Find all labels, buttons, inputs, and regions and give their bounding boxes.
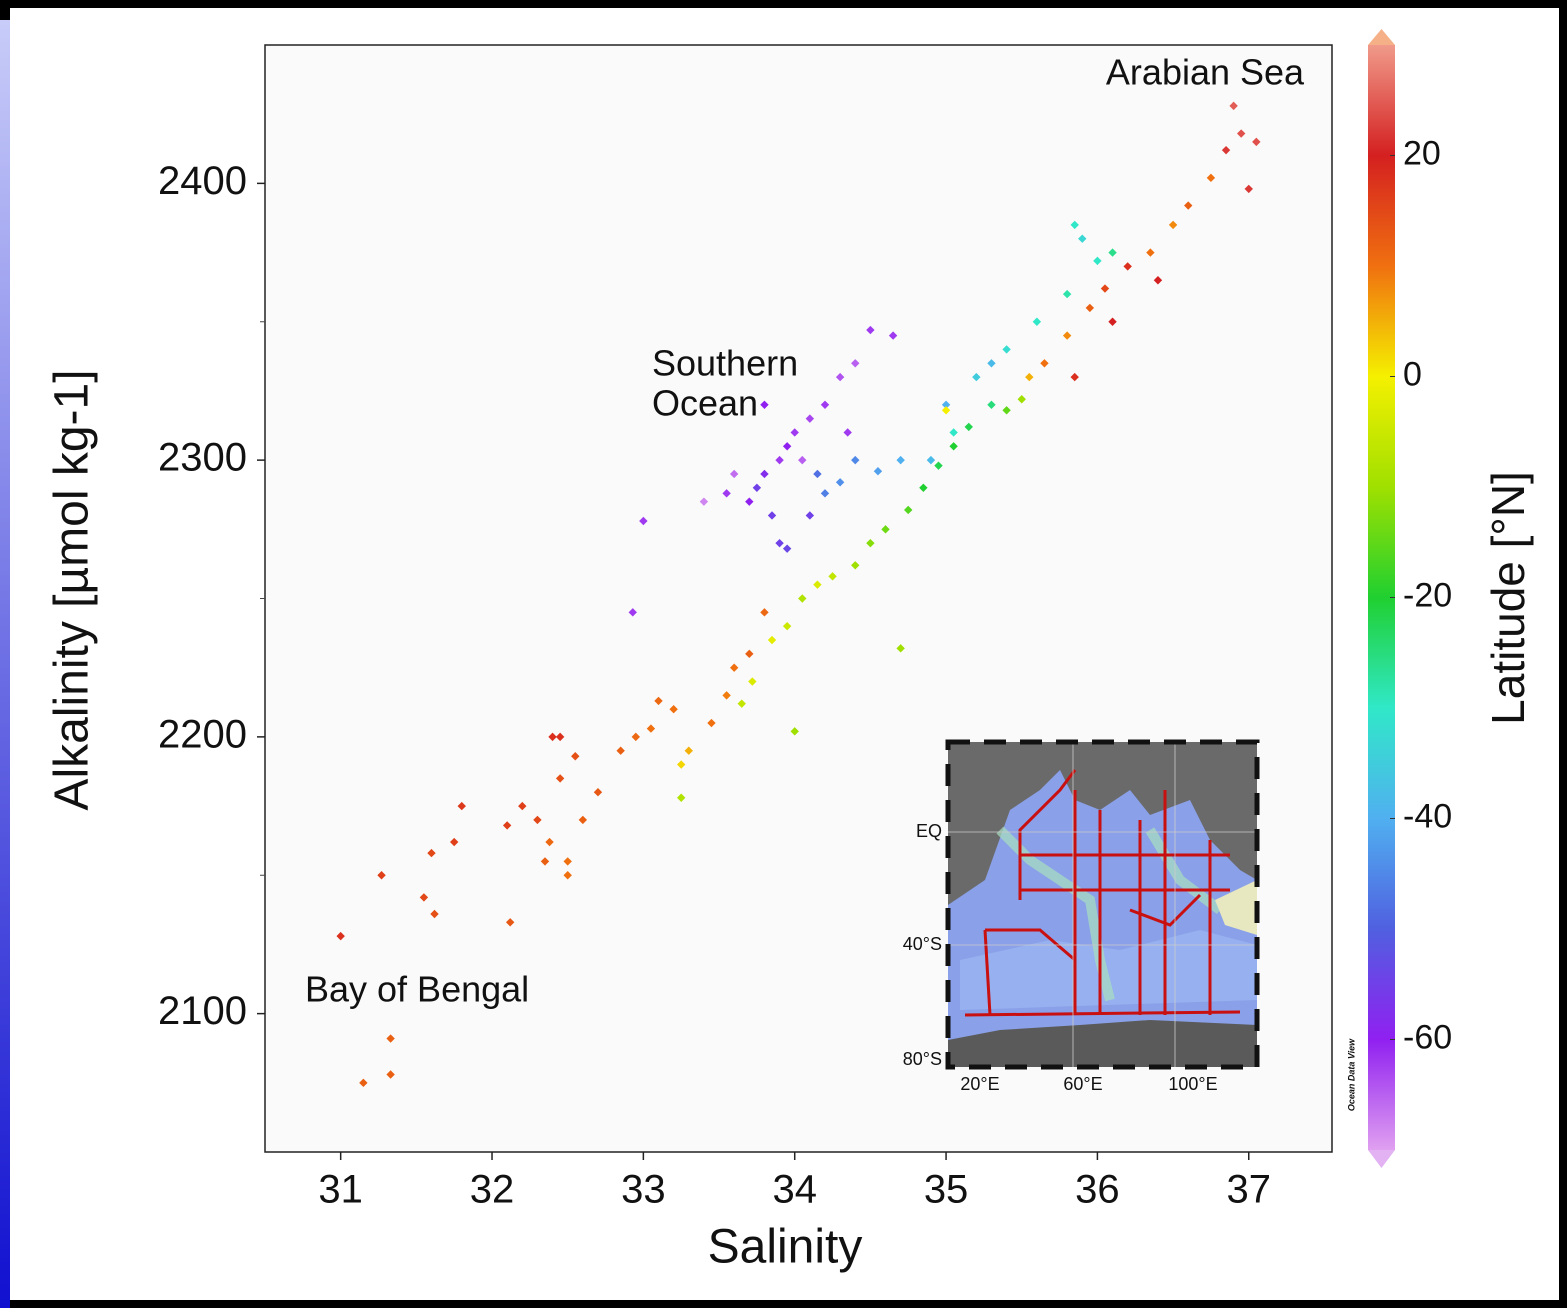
annotation: Ocean — [652, 383, 758, 424]
inset-x-label: 60°E — [1063, 1074, 1102, 1094]
y-tick-label: 2300 — [158, 436, 247, 480]
inset-x-label: 100°E — [1168, 1074, 1217, 1094]
x-tick-label: 36 — [1075, 1168, 1120, 1212]
credit: Ocean Data View — [1346, 1038, 1356, 1111]
x-axis-title: Salinity — [708, 1221, 863, 1274]
inset-x-label: 20°E — [960, 1074, 999, 1094]
inset-y-label: EQ — [916, 821, 942, 841]
annotation: Arabian Sea — [1106, 52, 1305, 93]
x-tick-label: 31 — [318, 1168, 363, 1212]
y-tick-label: 2100 — [158, 989, 247, 1033]
annotation: Bay of Bengal — [305, 969, 529, 1010]
colorbar-title: Latitude [°N] — [1482, 471, 1534, 725]
x-tick-label: 34 — [772, 1168, 817, 1212]
x-tick-label: 37 — [1227, 1168, 1272, 1212]
y-tick-label: 2200 — [158, 712, 247, 756]
y-tick-label: 2400 — [158, 159, 247, 203]
page: Salinity Alkalinity [µmol kg-1] Latitude… — [0, 0, 1567, 1308]
colorbar-tick-label: 0 — [1403, 355, 1422, 393]
x-tick-label: 33 — [621, 1168, 666, 1212]
colorbar-tick-label: -20 — [1403, 576, 1452, 614]
y-axis-title: Alkalinity [µmol kg-1] — [46, 369, 99, 810]
colorbar-tick-label: -60 — [1403, 1018, 1452, 1056]
inset-y-label: 80°S — [903, 1049, 942, 1069]
colorbar-tick-label: 20 — [1403, 134, 1441, 172]
colorbar-tick-label: -40 — [1403, 797, 1452, 835]
annotation: Southern — [652, 343, 798, 384]
chart: Salinity Alkalinity [µmol kg-1] Latitude… — [0, 0, 1567, 1308]
x-tick-label: 32 — [470, 1168, 515, 1212]
inset-map — [948, 742, 1257, 1067]
x-tick-label: 35 — [924, 1168, 969, 1212]
frame-edge — [0, 20, 10, 1308]
inset-y-label: 40°S — [903, 934, 942, 954]
